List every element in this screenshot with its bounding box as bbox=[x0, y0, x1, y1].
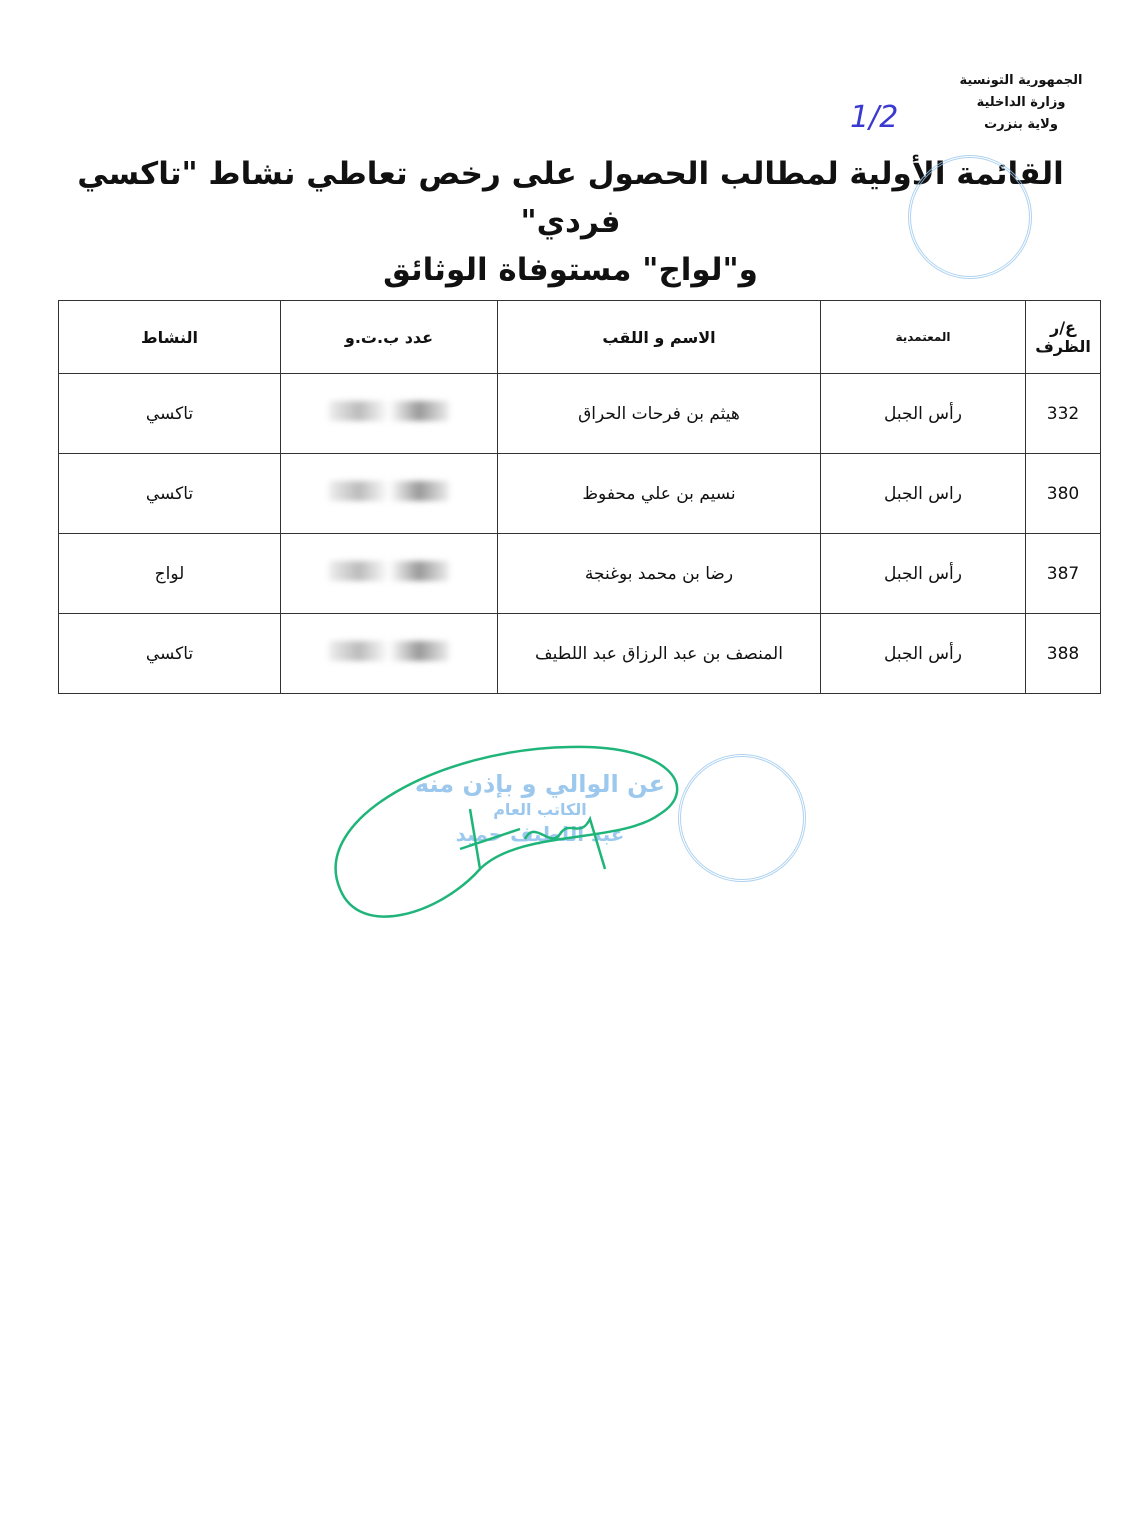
document-body: القائمة الأولية لمطالب الحصول على رخص تع… bbox=[40, 150, 1101, 949]
signature-initials bbox=[459, 808, 607, 870]
cell-name: نسيم بن علي محفوظ bbox=[497, 453, 821, 534]
cell-delegation: راس الجبل bbox=[820, 453, 1026, 534]
official-stamp-top bbox=[908, 155, 1032, 279]
document-title-line1: القائمة الأولية لمطالب الحصول على رخص تع… bbox=[77, 156, 1064, 240]
cell-number: 387 bbox=[1025, 533, 1101, 614]
cell-id-redacted bbox=[280, 613, 498, 694]
table-row: 387 رأس الجبل رضا بن محمد بوغنجة لواج bbox=[58, 533, 1101, 614]
cell-activity: تاكسي bbox=[58, 613, 281, 694]
cell-delegation: رأس الجبل bbox=[820, 613, 1026, 694]
cell-name: هيثم بن فرحات الحراق bbox=[497, 373, 821, 454]
letterhead: الجمهورية التونسية وزارة الداخلية ولاية … bbox=[941, 70, 1101, 136]
col-name: الاسم و اللقب bbox=[497, 300, 821, 374]
col-envelope-number: ع/ر الظرف bbox=[1025, 300, 1101, 374]
stamp-line-2: الكاتب العام bbox=[493, 800, 587, 820]
cell-activity: لواج bbox=[58, 533, 281, 614]
letterhead-country: الجمهورية التونسية bbox=[959, 73, 1083, 88]
page-mark: 1/2 bbox=[850, 100, 899, 135]
stamp-line-1: عن الوالي و بإذن منه bbox=[414, 770, 666, 798]
signature bbox=[334, 745, 679, 918]
letterhead-governorate: ولاية بنزرت bbox=[984, 117, 1058, 132]
col-activity: النشاط bbox=[58, 300, 281, 374]
cell-activity: تاكسي bbox=[58, 453, 281, 534]
letterhead-ministry: وزارة الداخلية bbox=[976, 95, 1066, 110]
document-title-line2: و"لواج" مستوفاة الوثائق bbox=[383, 252, 758, 288]
cell-number: 388 bbox=[1025, 613, 1101, 694]
col-delegation: المعتمدية bbox=[820, 300, 1026, 374]
cell-delegation: رأس الجبل bbox=[820, 373, 1026, 454]
table-header-row: ع/ر الظرف المعتمدية الاسم و اللقب عدد ب.… bbox=[58, 300, 1101, 374]
table-row: 332 رأس الجبل هيثم بن فرحات الحراق تاكسي bbox=[58, 373, 1101, 454]
applicants-table: ع/ر الظرف المعتمدية الاسم و اللقب عدد ب.… bbox=[58, 300, 1101, 694]
cell-number: 380 bbox=[1025, 453, 1101, 534]
col-id-number: عدد ب.ت.و bbox=[280, 300, 498, 374]
cell-activity: تاكسي bbox=[58, 373, 281, 454]
cell-id-redacted bbox=[280, 533, 498, 614]
table-row: 388 رأس الجبل المنصف بن عبد الرزاق عبد ا… bbox=[58, 613, 1101, 694]
cell-name: رضا بن محمد بوغنجة bbox=[497, 533, 821, 614]
cell-name: المنصف بن عبد الرزاق عبد اللطيف bbox=[497, 613, 821, 694]
official-stamp-bottom bbox=[678, 754, 806, 882]
cell-id-redacted bbox=[280, 453, 498, 534]
cell-id-redacted bbox=[280, 373, 498, 454]
signature-stroke bbox=[334, 745, 679, 918]
table-row: 380 راس الجبل نسيم بن علي محفوظ تاكسي bbox=[58, 453, 1101, 534]
cell-delegation: رأس الجبل bbox=[820, 533, 1026, 614]
signature-block: عن الوالي و بإذن منه الكاتب العام عبد ال… bbox=[40, 739, 1101, 949]
cell-number: 332 bbox=[1025, 373, 1101, 454]
